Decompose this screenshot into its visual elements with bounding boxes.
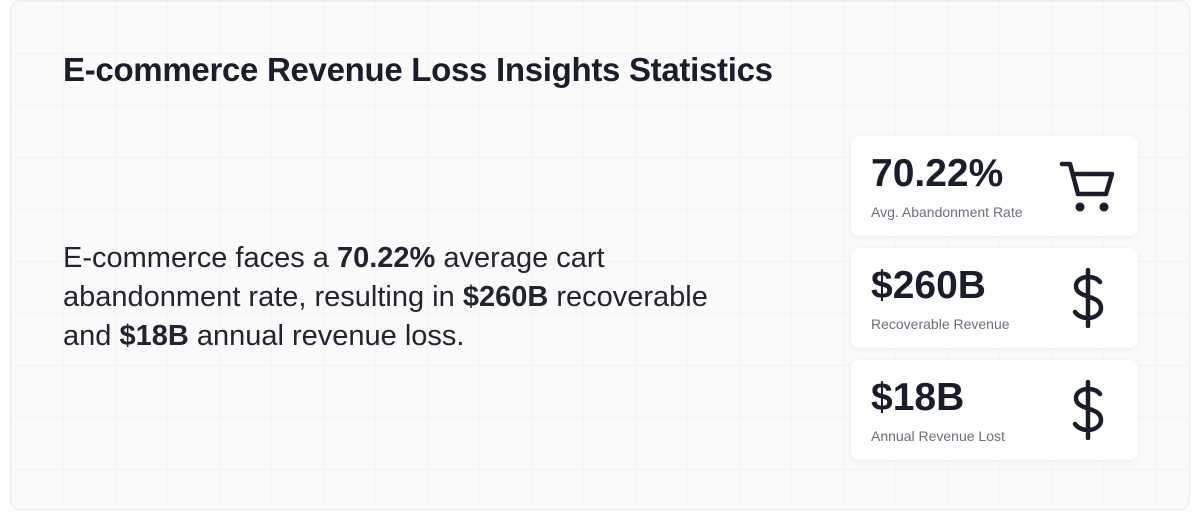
summary-highlight: $18B: [119, 320, 189, 352]
dollar-icon: [1072, 380, 1104, 440]
summary: E-commerce faces a 70.22% average cart a…: [63, 239, 713, 356]
stat-card: $260B Recoverable Revenue: [851, 248, 1138, 348]
stat-card: $18B Annual Revenue Lost: [851, 360, 1138, 460]
title: E-commerce Revenue Loss Insights Statist…: [63, 51, 773, 88]
stat-value: $260B: [871, 264, 986, 307]
summary-text: E-commerce faces a: [63, 242, 337, 274]
summary-text: average cart abandonment rate, resulting…: [63, 242, 605, 313]
stat-value: $18B: [871, 376, 965, 419]
panel: E-commerce Revenue Loss Insights Statist…: [10, 0, 1190, 510]
summary-text: recoverable and: [63, 281, 708, 352]
stat-value: 70.22%: [871, 152, 1004, 195]
cart-icon: [1059, 161, 1115, 212]
stat-label: Annual Revenue Lost: [871, 428, 1005, 444]
summary-highlight: 70.22%: [336, 242, 436, 274]
stat-cards: 70.22% Avg. Abandonment Rate $260B Recovera…: [851, 136, 1138, 472]
stat-card: 70.22% Avg. Abandonment Rate: [851, 136, 1138, 236]
summary-highlight: $260B: [462, 281, 549, 313]
stat-label: Avg. Abandonment Rate: [871, 204, 1023, 220]
dollar-icon: [1072, 268, 1104, 328]
summary-text: annual revenue loss.: [188, 320, 465, 352]
stat-label: Recoverable Revenue: [871, 316, 1010, 332]
